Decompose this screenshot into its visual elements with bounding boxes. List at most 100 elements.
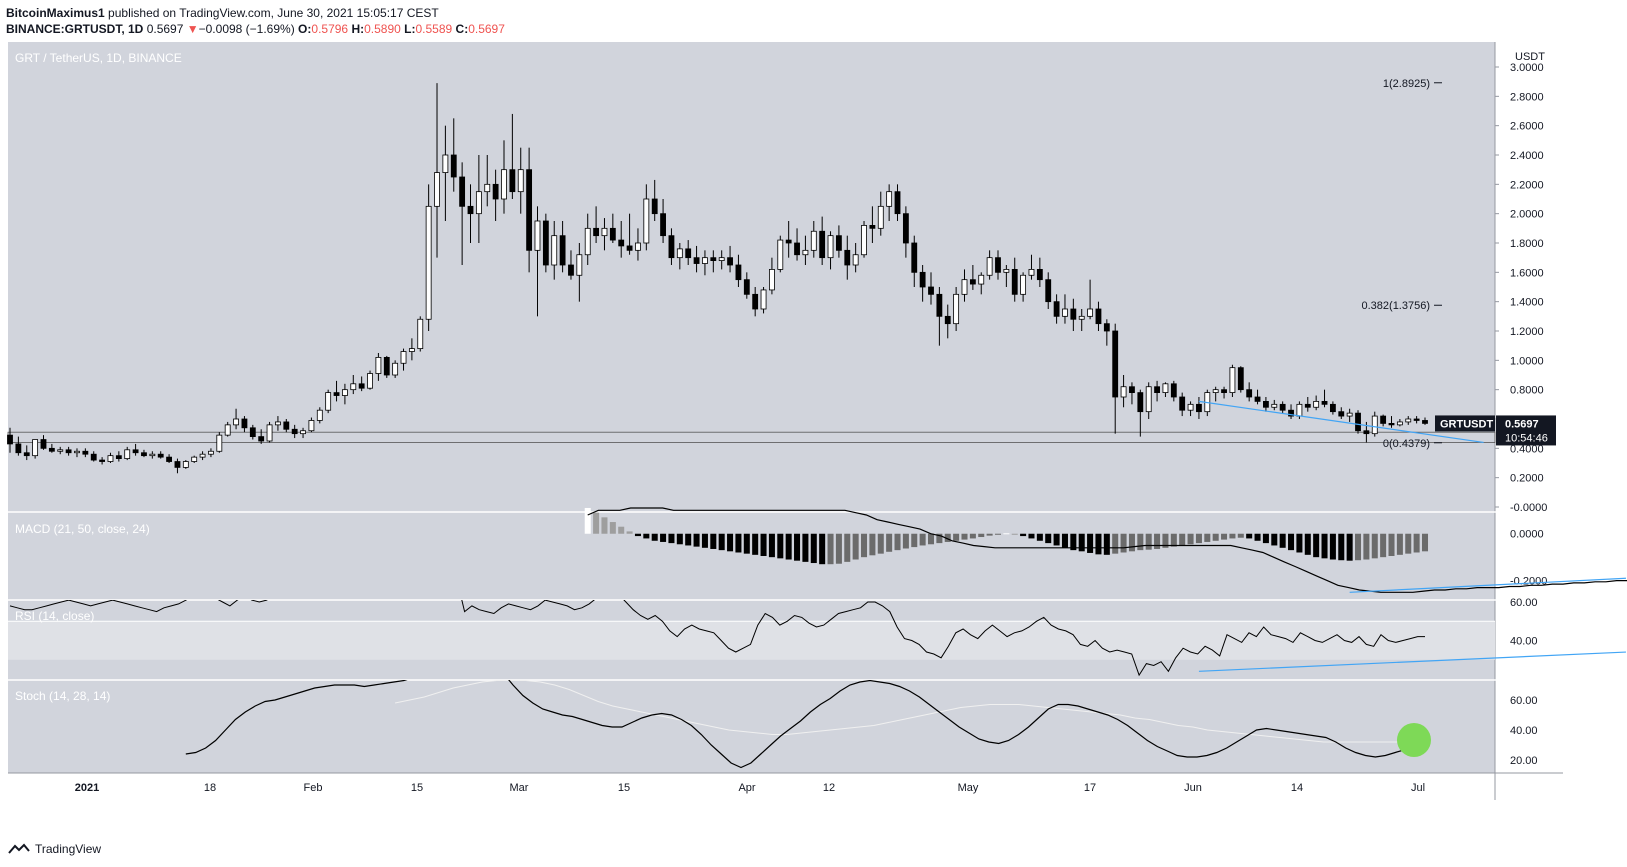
candle-down bbox=[1321, 400, 1328, 405]
candle-down bbox=[90, 453, 97, 461]
macd-histogram-bar bbox=[877, 533, 884, 554]
candle-down bbox=[844, 249, 851, 266]
close-label: C: bbox=[455, 22, 469, 36]
macd-histogram-bar bbox=[810, 533, 817, 564]
candle-down bbox=[559, 235, 566, 266]
macd-histogram-bar bbox=[986, 533, 993, 536]
macd-histogram-bar bbox=[593, 512, 600, 534]
price-tick-label: 1.4000 bbox=[1510, 297, 1544, 309]
candle-up bbox=[216, 434, 223, 452]
candle-down bbox=[1355, 412, 1361, 432]
candle-down bbox=[1036, 268, 1043, 281]
candle-down bbox=[492, 183, 499, 200]
macd-histogram-bar bbox=[1338, 533, 1345, 561]
candle-down bbox=[735, 264, 742, 281]
candle-up bbox=[1087, 308, 1094, 317]
macd-histogram-bar bbox=[886, 533, 893, 552]
macd-histogram-bar bbox=[693, 533, 700, 547]
macd-histogram-bar bbox=[1279, 533, 1286, 548]
candle-up bbox=[827, 235, 834, 259]
candle-up bbox=[978, 274, 985, 285]
candle-down bbox=[509, 169, 516, 193]
candle-down bbox=[258, 436, 265, 442]
macd-histogram-bar bbox=[1103, 533, 1110, 555]
candle-up bbox=[810, 230, 817, 251]
macd-histogram-bar bbox=[1070, 533, 1077, 551]
macd-histogram-bar bbox=[735, 533, 742, 553]
candle-up bbox=[149, 453, 156, 457]
candle-up bbox=[1145, 386, 1152, 413]
time-tick-label: 17 bbox=[1084, 782, 1096, 794]
symbol-badge-text: GRTUSDT bbox=[1440, 418, 1493, 430]
candle-down bbox=[568, 264, 574, 276]
candle-down bbox=[526, 169, 533, 251]
macd-histogram-bar bbox=[1003, 533, 1010, 535]
macd-histogram-bar bbox=[936, 533, 943, 544]
candle-up bbox=[475, 191, 482, 215]
macd-histogram-bar bbox=[768, 533, 775, 558]
last-price-badge bbox=[1496, 415, 1556, 446]
candle-up bbox=[802, 249, 809, 256]
macd-histogram-bar bbox=[861, 533, 868, 558]
publish-text: published on TradingView.com, June 30, 2… bbox=[108, 6, 439, 20]
author-name[interactable]: BitcoinMaximus1 bbox=[6, 6, 105, 20]
macd-histogram-bar bbox=[760, 533, 767, 556]
candle-up bbox=[702, 257, 708, 264]
candle-up bbox=[300, 430, 306, 435]
candle-up bbox=[635, 242, 641, 251]
stoch-tick-label: 20.00 bbox=[1510, 755, 1538, 767]
candle-down bbox=[333, 392, 340, 396]
macd-histogram-bar bbox=[1095, 533, 1102, 555]
macd-histogram-bar bbox=[819, 533, 826, 565]
macd-histogram-bar bbox=[835, 533, 842, 564]
macd-histogram-bar bbox=[1271, 533, 1278, 546]
low-value: 0.5589 bbox=[415, 22, 453, 36]
candle-down bbox=[115, 455, 122, 459]
candle-up bbox=[1003, 268, 1010, 273]
macd-histogram-bar bbox=[777, 533, 784, 559]
macd-histogram-bar bbox=[1170, 533, 1177, 547]
tradingview-footer[interactable]: TradingView bbox=[8, 842, 101, 856]
candle-down bbox=[1263, 400, 1269, 408]
candle-up bbox=[434, 172, 440, 207]
macd-histogram-bar bbox=[1112, 533, 1119, 554]
candle-down bbox=[1237, 367, 1244, 391]
macd-histogram-bar bbox=[785, 533, 792, 560]
candle-down bbox=[651, 198, 658, 215]
rsi-tick-label: 40.00 bbox=[1510, 636, 1538, 648]
macd-histogram-bar bbox=[1187, 533, 1194, 545]
candle-up bbox=[392, 362, 399, 376]
candle-down bbox=[794, 242, 800, 256]
symbol-info: BINANCE:GRTUSDT, 1D 0.5697 ▼−0.0098 (−1.… bbox=[6, 22, 505, 36]
time-tick-label: Feb bbox=[304, 782, 323, 794]
macd-histogram-bar bbox=[1321, 533, 1328, 559]
candle-up bbox=[769, 268, 775, 291]
macd-histogram-bar bbox=[1145, 533, 1152, 550]
time-tick-label: 18 bbox=[204, 782, 216, 794]
last-price-text: 0.5697 bbox=[1505, 418, 1539, 430]
candle-up bbox=[986, 257, 993, 276]
candle-down bbox=[1288, 409, 1294, 417]
low-label: L: bbox=[404, 22, 416, 36]
macd-histogram-bar bbox=[1346, 533, 1353, 561]
candle-up bbox=[1346, 412, 1353, 417]
macd-histogram-bar bbox=[1304, 533, 1311, 555]
candle-down bbox=[383, 356, 390, 376]
macd-histogram-bar bbox=[643, 533, 650, 539]
macd-histogram-bar bbox=[710, 533, 717, 549]
macd-pane-title: MACD (21, 50, close, 24) bbox=[15, 522, 150, 536]
macd-histogram-bar bbox=[1221, 533, 1228, 540]
time-tick-label: 15 bbox=[618, 782, 630, 794]
macd-histogram-bar bbox=[1396, 533, 1403, 555]
macd-histogram-bar bbox=[1078, 533, 1085, 552]
candle-down bbox=[894, 191, 901, 215]
candle-down bbox=[1179, 396, 1186, 411]
macd-histogram-bar bbox=[752, 533, 759, 555]
macd-histogram-bar bbox=[944, 533, 951, 542]
candle-down bbox=[166, 456, 172, 462]
candle-up bbox=[777, 239, 784, 270]
candle-up bbox=[74, 450, 80, 454]
publish-info: BitcoinMaximus1 published on TradingView… bbox=[6, 6, 439, 20]
macd-histogram-bar bbox=[1313, 533, 1320, 558]
